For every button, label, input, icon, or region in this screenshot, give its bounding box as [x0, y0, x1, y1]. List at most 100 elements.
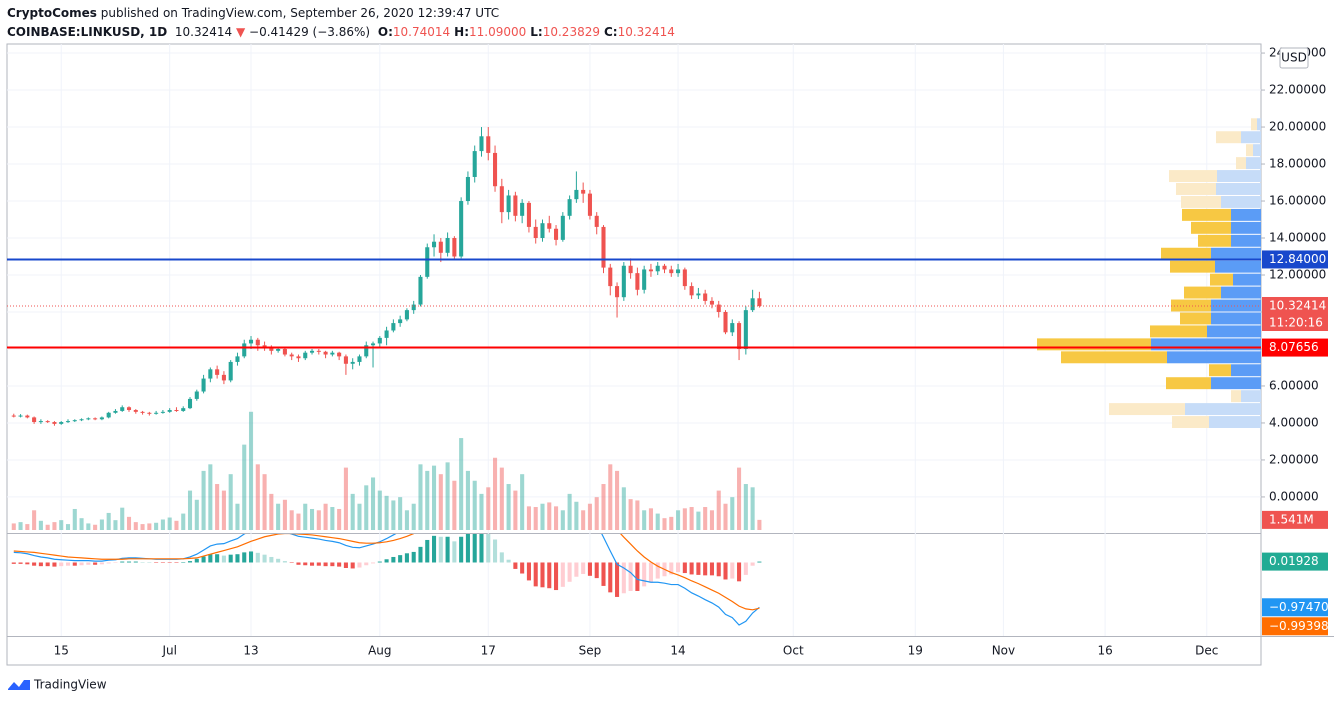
- volume-bar: [533, 507, 538, 530]
- volume-bar: [120, 507, 125, 530]
- candle-body: [370, 343, 376, 346]
- macd-histogram-bar: [262, 554, 267, 563]
- volume-bar: [757, 519, 762, 530]
- volume-bar: [303, 503, 308, 530]
- volume-bar: [479, 493, 484, 530]
- histogram-badge-bg: [1262, 552, 1328, 571]
- candle-body: [669, 269, 674, 274]
- macd-histogram-bar: [126, 561, 132, 563]
- ohlc-label: L:: [530, 25, 543, 39]
- volume-bar: [330, 507, 335, 530]
- x-tick-label: Aug: [368, 644, 391, 658]
- candle-body: [608, 267, 613, 287]
- candle-body: [52, 422, 57, 424]
- profile-down: [1181, 195, 1221, 208]
- profile-down: [1176, 183, 1216, 195]
- candle-body: [282, 348, 287, 355]
- candle-body: [330, 352, 335, 355]
- publish-line: CryptoComes published on TradingView.com…: [7, 4, 675, 23]
- signal-badge-bg: [1262, 617, 1328, 636]
- candle-body: [506, 195, 511, 213]
- profile-up: [1207, 325, 1261, 338]
- volume-bar: [445, 462, 450, 530]
- candle-body: [140, 411, 145, 413]
- candle-body: [18, 415, 23, 417]
- candle-body: [554, 228, 559, 240]
- y-tick-label: 4.00000: [1269, 415, 1319, 429]
- candle-body: [655, 265, 660, 272]
- candle-body: [547, 223, 552, 229]
- candle-body: [493, 152, 498, 187]
- macd-histogram-bar: [242, 552, 247, 563]
- macd-histogram-bar: [472, 534, 477, 563]
- last-price-badge-bg: [1262, 296, 1328, 331]
- volume-bar: [357, 503, 362, 530]
- candle-body: [235, 356, 240, 362]
- macd-histogram-bar: [309, 562, 315, 566]
- candle-body: [167, 410, 172, 412]
- y-tick-label: 16.00000: [1269, 194, 1326, 208]
- volume-bar: [472, 480, 477, 530]
- candle-body: [99, 417, 104, 420]
- volume-bar: [208, 464, 213, 530]
- candle-body: [411, 304, 416, 311]
- macd-histogram-bar: [655, 562, 660, 579]
- candle-body: [126, 407, 132, 411]
- profile-down: [1231, 390, 1241, 403]
- candle-body: [181, 408, 186, 411]
- macd-histogram-bar: [391, 556, 396, 563]
- volume-bar: [676, 510, 681, 530]
- macd-histogram-bar: [282, 561, 287, 563]
- profile-down: [1061, 351, 1167, 364]
- candle-body: [303, 352, 308, 359]
- volume-bar: [25, 524, 30, 530]
- volume-bar: [160, 519, 165, 530]
- volume-bar: [255, 464, 260, 530]
- volume-bar: [465, 470, 470, 530]
- macd-histogram-bar: [323, 562, 328, 567]
- volume-bar: [65, 524, 71, 530]
- macd-histogram-bar: [72, 562, 77, 566]
- volume-bar: [99, 519, 104, 530]
- candle-body: [133, 410, 138, 412]
- volume-bar: [642, 510, 647, 530]
- candle-body: [38, 421, 43, 423]
- ohlc: O:10.74014 H:11.09000 L:10.23829 C:10.32414: [374, 25, 675, 39]
- volume-bar: [716, 490, 721, 530]
- volume-bar: [337, 508, 342, 530]
- volume-bar: [432, 465, 437, 530]
- macd-histogram-bar: [682, 562, 687, 574]
- macd-histogram-bar: [59, 562, 64, 567]
- volume-bar: [696, 511, 701, 530]
- macd-histogram-bar: [25, 562, 30, 565]
- macd-histogram-bar: [554, 562, 559, 591]
- x-tick-label: Oct: [783, 644, 804, 658]
- volume-bar: [438, 474, 443, 530]
- profile-down: [1172, 416, 1209, 429]
- macd-histogram-bar: [438, 536, 443, 563]
- candle-body: [696, 293, 701, 296]
- volume-bar: [709, 510, 714, 530]
- level-badge-label: 8.07656: [1269, 340, 1319, 354]
- volume-bar: [45, 524, 50, 530]
- volume-bar: [154, 522, 159, 530]
- price: 10.32414: [174, 25, 233, 39]
- candle-body: [533, 226, 538, 239]
- macd-histogram-bar: [357, 562, 362, 568]
- macd-histogram-bar: [615, 562, 620, 597]
- profile-down: [1209, 364, 1231, 377]
- macd-histogram-bar: [113, 562, 118, 563]
- profile-up: [1211, 299, 1261, 312]
- ohlc-label: C:: [603, 25, 618, 39]
- candle-body: [459, 201, 464, 257]
- macd-histogram-bar: [248, 551, 254, 563]
- candle-body: [465, 176, 470, 202]
- profile-up: [1233, 273, 1261, 286]
- macd-histogram-bar: [547, 562, 552, 589]
- profile-down: [1170, 260, 1215, 273]
- candle-body: [682, 269, 687, 287]
- candle-body: [594, 215, 599, 227]
- level-badge: 12.84000: [1262, 250, 1328, 269]
- volume-bar: [38, 520, 43, 530]
- volume-bar: [228, 474, 233, 530]
